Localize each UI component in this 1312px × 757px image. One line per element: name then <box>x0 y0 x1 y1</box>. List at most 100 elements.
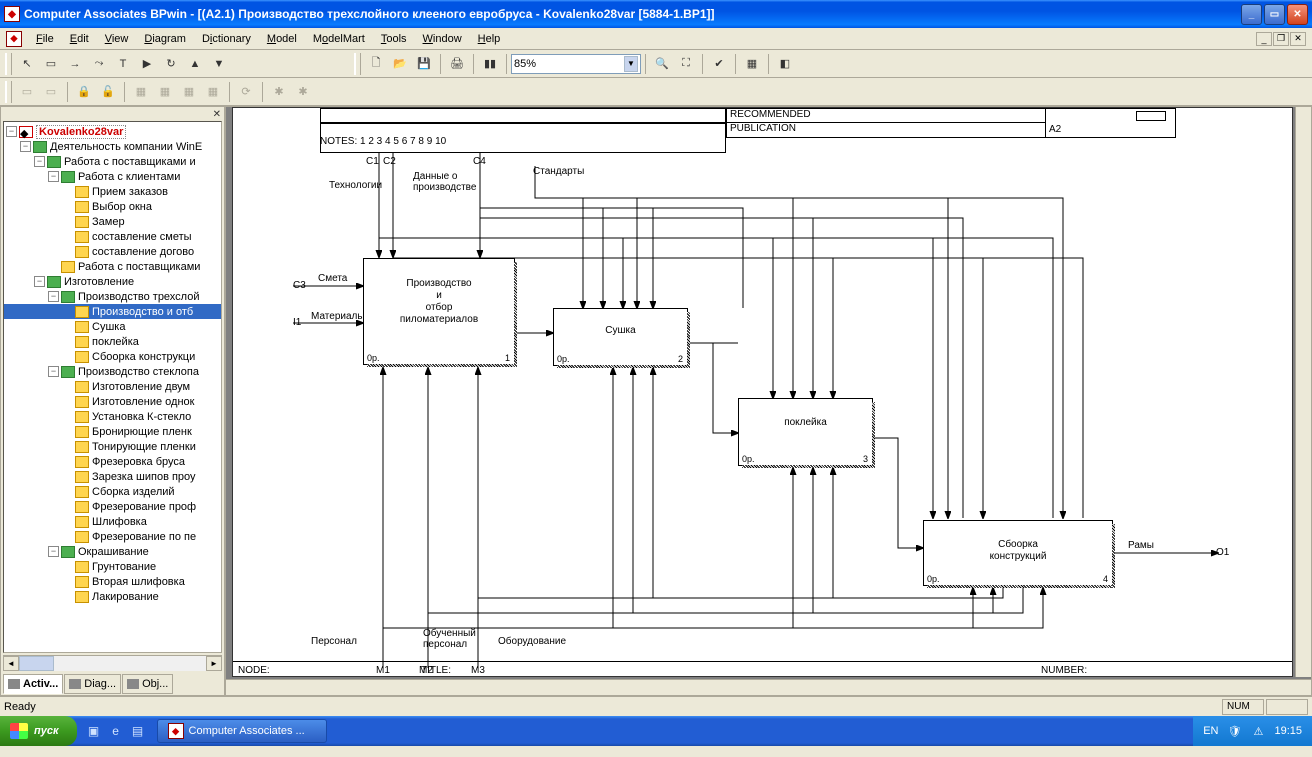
tree-item[interactable]: Тонирующие пленки <box>92 441 196 453</box>
tree-item[interactable]: Грунтование <box>92 561 156 573</box>
tree-item[interactable]: Сборка изделий <box>92 486 175 498</box>
menubar: ◆ File Edit View Diagram Dictionary Mode… <box>0 28 1312 50</box>
tree-item[interactable]: составление сметы <box>92 231 192 243</box>
taskbar-app-bpwin[interactable]: ◆Computer Associates ... <box>157 719 327 743</box>
tree-item[interactable]: Замер <box>92 216 125 228</box>
ql-icon-3[interactable]: ▤ <box>129 722 147 740</box>
tree-item[interactable]: Шлифовка <box>92 516 147 528</box>
menu-modelmart[interactable]: ModelMart <box>305 31 373 47</box>
tool-zoomin[interactable]: 🔍 <box>651 53 673 75</box>
clock[interactable]: 19:15 <box>1274 725 1302 737</box>
zoom-select[interactable]: 85%▼ <box>511 54 641 74</box>
tool-open[interactable]: 📂 <box>389 53 411 75</box>
maximize-button[interactable]: ▭ <box>1264 4 1285 25</box>
tree-item[interactable]: Вторая шлифовка <box>92 576 185 588</box>
tool-squiggle[interactable]: ⤳ <box>88 53 110 75</box>
tab-activities[interactable]: Activ... <box>3 674 63 694</box>
explorer-close-icon[interactable]: ✕ <box>213 109 221 120</box>
tree-item[interactable]: Изготовление однок <box>92 396 194 408</box>
tool-loop[interactable]: ↻ <box>160 53 182 75</box>
menu-tools[interactable]: Tools <box>373 31 415 47</box>
tree-item[interactable]: Зарезка шипов проу <box>92 471 196 483</box>
tree-item[interactable]: Работа с поставщиками и <box>64 156 196 168</box>
mdi-close[interactable]: ✕ <box>1290 32 1306 46</box>
activities-icon <box>8 679 20 689</box>
i1-label: I1 <box>293 317 301 328</box>
minimize-button[interactable]: _ <box>1241 4 1262 25</box>
tool-print[interactable]: 🖨 <box>446 53 468 75</box>
menu-diagram[interactable]: Diagram <box>136 31 194 47</box>
tree-hscroll[interactable]: ◄► <box>3 655 222 671</box>
diagram-canvas[interactable]: NOTES: 1 2 3 4 5 6 7 8 9 10 RECOMMENDED … <box>232 107 1293 677</box>
tree-item[interactable]: Производство стеклопа <box>78 366 199 378</box>
activity-box-2[interactable]: Сушка 0р. 2 <box>553 308 688 366</box>
tree-item[interactable]: Сбоорка конструкци <box>92 351 195 363</box>
tray-icon-1[interactable]: 🛡 <box>1226 723 1242 739</box>
tray-icon-2[interactable]: ⚠ <box>1250 723 1266 739</box>
tree-item[interactable]: Выбор окна <box>92 201 152 213</box>
tool-pointer[interactable]: ↖ <box>16 53 38 75</box>
model-tree[interactable]: −◆Kovalenko28var −Деятельность компании … <box>3 121 222 653</box>
menu-edit[interactable]: Edit <box>62 31 97 47</box>
tree-item[interactable]: составление догово <box>92 246 194 258</box>
ql-icon-2[interactable]: e <box>107 722 125 740</box>
tree-item-selected[interactable]: Производство и отб <box>92 306 193 318</box>
tree-item[interactable]: Сушка <box>92 321 125 333</box>
status-num: NUM <box>1222 699 1264 715</box>
tree-item[interactable]: Фрезерование по пе <box>92 531 196 543</box>
tool-report[interactable]: ▦ <box>741 53 763 75</box>
tab-objects[interactable]: Obj... <box>122 674 173 694</box>
box3-nl: 0р. <box>742 454 755 464</box>
tree-item[interactable]: Изготовление <box>64 276 134 288</box>
tree-item[interactable]: поклейка <box>92 336 139 348</box>
canvas-vscroll[interactable] <box>1295 107 1311 677</box>
mm-btn-5: ▦ <box>130 81 152 103</box>
close-button[interactable]: ✕ <box>1287 4 1308 25</box>
tool-save[interactable]: 💾 <box>413 53 435 75</box>
canvas-hscroll[interactable] <box>226 679 1311 695</box>
tree-item[interactable]: Изготовление двум <box>92 381 190 393</box>
activity-box-4[interactable]: Сбооркаконструкций 0р. 4 <box>923 520 1113 586</box>
tree-item[interactable]: Производство трехслой <box>78 291 200 303</box>
menu-help[interactable]: Help <box>470 31 509 47</box>
tab-diagrams[interactable]: Diag... <box>64 674 121 694</box>
tool-zoomfit[interactable]: ⛶ <box>675 53 697 75</box>
menu-window[interactable]: Window <box>415 31 470 47</box>
taskbar-app-icon: ◆ <box>168 723 184 739</box>
tool-down[interactable]: ▼ <box>208 53 230 75</box>
tool-new[interactable]: 🗋 <box>365 53 387 75</box>
tool-play[interactable]: ▶ <box>136 53 158 75</box>
activity-box-1[interactable]: Производствоиотборпиломатериалов 0р. 1 <box>363 258 515 365</box>
tool-box[interactable]: ▭ <box>40 53 62 75</box>
lang-indicator[interactable]: EN <box>1203 725 1218 737</box>
menu-view[interactable]: View <box>97 31 137 47</box>
diagram-area: NOTES: 1 2 3 4 5 6 7 8 9 10 RECOMMENDED … <box>225 106 1312 696</box>
tree-item[interactable]: Прием заказов <box>92 186 168 198</box>
tree-item[interactable]: Окрашивание <box>78 546 149 558</box>
menu-dictionary[interactable]: Dictionary <box>194 31 259 47</box>
ql-icon-1[interactable]: ▣ <box>85 722 103 740</box>
c4-label: C4 <box>473 156 486 167</box>
start-button[interactable]: пуск <box>0 716 77 746</box>
tree-item[interactable]: Деятельность компании WinE <box>50 141 202 153</box>
mdi-restore[interactable]: ❐ <box>1273 32 1289 46</box>
tool-arrow[interactable]: → <box>64 53 86 75</box>
tree-item[interactable]: Установка К-стекло <box>92 411 191 423</box>
tree-item[interactable]: Фрезерование проф <box>92 501 196 513</box>
tree-item[interactable]: Бронирющие пленк <box>92 426 192 438</box>
tool-spell[interactable]: ✔ <box>708 53 730 75</box>
menu-file[interactable]: File <box>28 31 62 47</box>
tool-up[interactable]: ▲ <box>184 53 206 75</box>
tool-text[interactable]: T <box>112 53 134 75</box>
mdi-minimize[interactable]: _ <box>1256 32 1272 46</box>
tree-item[interactable]: Работа с клиентами <box>78 171 180 183</box>
tree-item[interactable]: Лакирование <box>92 591 159 603</box>
tool-palette[interactable]: ▮▮ <box>479 53 501 75</box>
menu-model[interactable]: Model <box>259 31 305 47</box>
tool-mm[interactable]: ◧ <box>774 53 796 75</box>
activity-box-3[interactable]: поклейка 0р. 3 <box>738 398 873 466</box>
tree-item[interactable]: Работа с поставщиками <box>78 261 200 273</box>
mm-btn-7: ▦ <box>178 81 200 103</box>
tree-root[interactable]: Kovalenko28var <box>36 125 126 139</box>
tree-item[interactable]: Фрезеровка бруса <box>92 456 185 468</box>
